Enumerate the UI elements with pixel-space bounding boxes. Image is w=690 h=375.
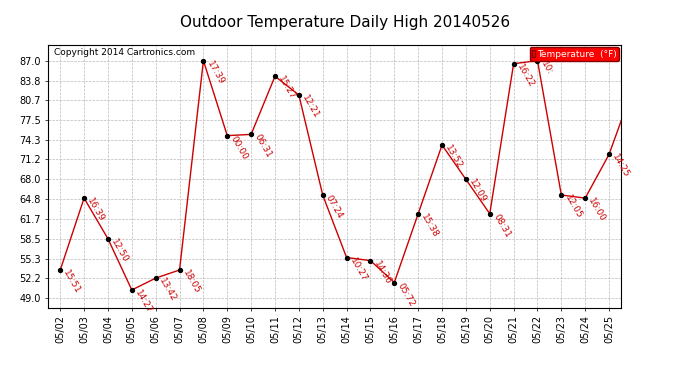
Text: 13:52: 13:52: [444, 144, 464, 170]
Point: [79, 195, 90, 201]
Point: [55, 267, 66, 273]
Text: Copyright 2014 Cartronics.com: Copyright 2014 Cartronics.com: [54, 48, 195, 57]
Text: 15:38: 15:38: [420, 212, 440, 239]
Text: 12:05: 12:05: [563, 194, 584, 220]
Point: [246, 131, 257, 137]
Text: 11:39: 11:39: [0, 374, 1, 375]
Point: [580, 195, 591, 201]
Text: Outdoor Temperature Daily High 20140526: Outdoor Temperature Daily High 20140526: [180, 15, 510, 30]
Point: [388, 279, 400, 285]
Point: [198, 58, 209, 64]
Text: 17:39: 17:39: [205, 59, 226, 86]
Text: 14:25: 14:25: [611, 153, 631, 180]
Text: 13:42: 13:42: [157, 277, 178, 303]
Text: 16:22: 16:22: [515, 62, 535, 89]
Text: 00:00: 00:00: [228, 134, 249, 161]
Point: [624, 95, 635, 101]
Text: 12:09: 12:09: [467, 178, 488, 205]
Point: [532, 58, 543, 64]
Point: [556, 192, 567, 198]
Legend: Temperature  (°F): Temperature (°F): [529, 47, 619, 61]
Point: [341, 255, 352, 261]
Point: [293, 92, 304, 98]
Point: [150, 275, 161, 281]
Point: [437, 142, 448, 148]
Text: 16:00: 16:00: [586, 197, 607, 223]
Text: 14:27: 14:27: [133, 289, 154, 315]
Text: 08:31: 08:31: [491, 212, 512, 239]
Text: 12:50: 12:50: [109, 237, 130, 264]
Text: 12:21: 12:21: [300, 94, 321, 120]
Point: [126, 287, 137, 293]
Text: 10:: 10:: [539, 59, 554, 76]
Text: 14:36: 14:36: [372, 259, 393, 286]
Point: [508, 61, 519, 67]
Point: [174, 267, 185, 273]
Text: 18:05: 18:05: [181, 268, 201, 296]
Text: 16:39: 16:39: [86, 197, 106, 223]
Point: [365, 258, 376, 264]
Text: 07:24: 07:24: [324, 194, 345, 220]
Point: [102, 236, 113, 242]
Text: 05:72: 05:72: [395, 281, 416, 308]
Point: [413, 211, 424, 217]
Point: [460, 176, 471, 182]
Point: [604, 152, 615, 157]
Text: 15:51: 15:51: [61, 268, 82, 296]
Text: 15:27: 15:27: [277, 75, 297, 102]
Text: 10:27: 10:27: [348, 256, 368, 283]
Point: [221, 133, 233, 139]
Text: 06:31: 06:31: [253, 133, 273, 160]
Point: [484, 211, 495, 217]
Point: [317, 192, 328, 198]
Point: [270, 73, 281, 79]
